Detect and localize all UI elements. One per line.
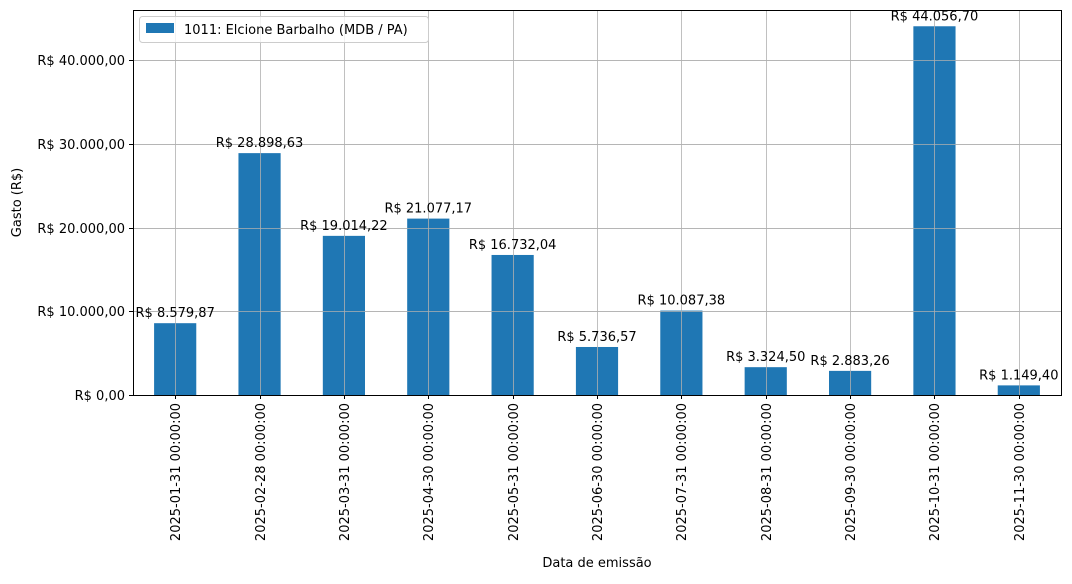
legend-label: 1011: Elcione Barbalho (MDB / PA) <box>184 23 408 38</box>
bar <box>491 254 534 395</box>
bar <box>575 346 619 395</box>
y-axis-label: Gasto (R$) <box>10 168 25 237</box>
bar <box>322 235 365 395</box>
x-tick-label: 2025-07-31 00:00:00 <box>675 403 690 541</box>
legend: 1011: Elcione Barbalho (MDB / PA) <box>139 16 429 43</box>
legend-swatch <box>146 23 174 33</box>
x-axis: 2025-01-31 00:00:00 2025-02-28 00:00:00 20… <box>169 395 1028 541</box>
bar-value-label: R$ 1.149,40 <box>979 368 1058 383</box>
bar-value-label: R$ 28.898,63 <box>216 136 304 151</box>
bar <box>238 153 281 395</box>
x-tick-label: 2025-06-30 00:00:00 <box>591 403 606 541</box>
x-tick-label: 2025-09-30 00:00:00 <box>844 403 859 541</box>
x-tick-label: 2025-01-31 00:00:00 <box>169 403 184 541</box>
x-tick-label: 2025-08-31 00:00:00 <box>760 403 775 541</box>
y-tick-label: R$ 30.000,00 <box>37 138 125 153</box>
x-axis-label: Data de emissão <box>542 556 651 571</box>
x-tick-label: 2025-02-28 00:00:00 <box>254 403 269 541</box>
bar-value-label: R$ 2.883,26 <box>810 354 889 369</box>
bar-value-label: R$ 44.056,70 <box>891 9 979 24</box>
bar-value-label: R$ 21.077,17 <box>384 202 472 217</box>
x-tick-label: 2025-04-30 00:00:00 <box>422 403 437 541</box>
bar-data-labels: R$ 8.579,87 R$ 28.898,63 R$ 19.014,22 R$ 21… <box>133 9 1061 396</box>
bar-value-label: R$ 5.736,57 <box>557 330 636 345</box>
bar-value-label: R$ 3.324,50 <box>726 350 805 365</box>
x-tick-label: 2025-10-31 00:00:00 <box>928 403 943 541</box>
bar <box>744 367 787 395</box>
x-tick-label: 2025-05-31 00:00:00 <box>507 403 522 541</box>
x-tick-label: 2025-03-31 00:00:00 <box>338 403 353 541</box>
y-axis: R$ 0,00 R$ 10.000,00 R$ 20.000,00 R$ 30.000… <box>37 54 133 404</box>
bar-value-label: R$ 10.087,38 <box>638 294 726 309</box>
y-tick-label: R$ 40.000,00 <box>37 54 125 69</box>
y-tick-label: R$ 20.000,00 <box>37 222 125 237</box>
y-tick-label: R$ 10.000,00 <box>37 305 125 320</box>
x-tick-label: 2025-11-30 00:00:00 <box>1013 403 1028 541</box>
bar-value-label: R$ 16.732,04 <box>469 238 557 253</box>
legend-box <box>139 16 429 43</box>
bar <box>997 385 1040 395</box>
bar-value-label: R$ 8.579,87 <box>136 306 215 321</box>
bar <box>829 370 872 395</box>
bar-value-label: R$ 19.014,22 <box>300 219 388 234</box>
y-tick-label: R$ 0,00 <box>75 389 125 404</box>
